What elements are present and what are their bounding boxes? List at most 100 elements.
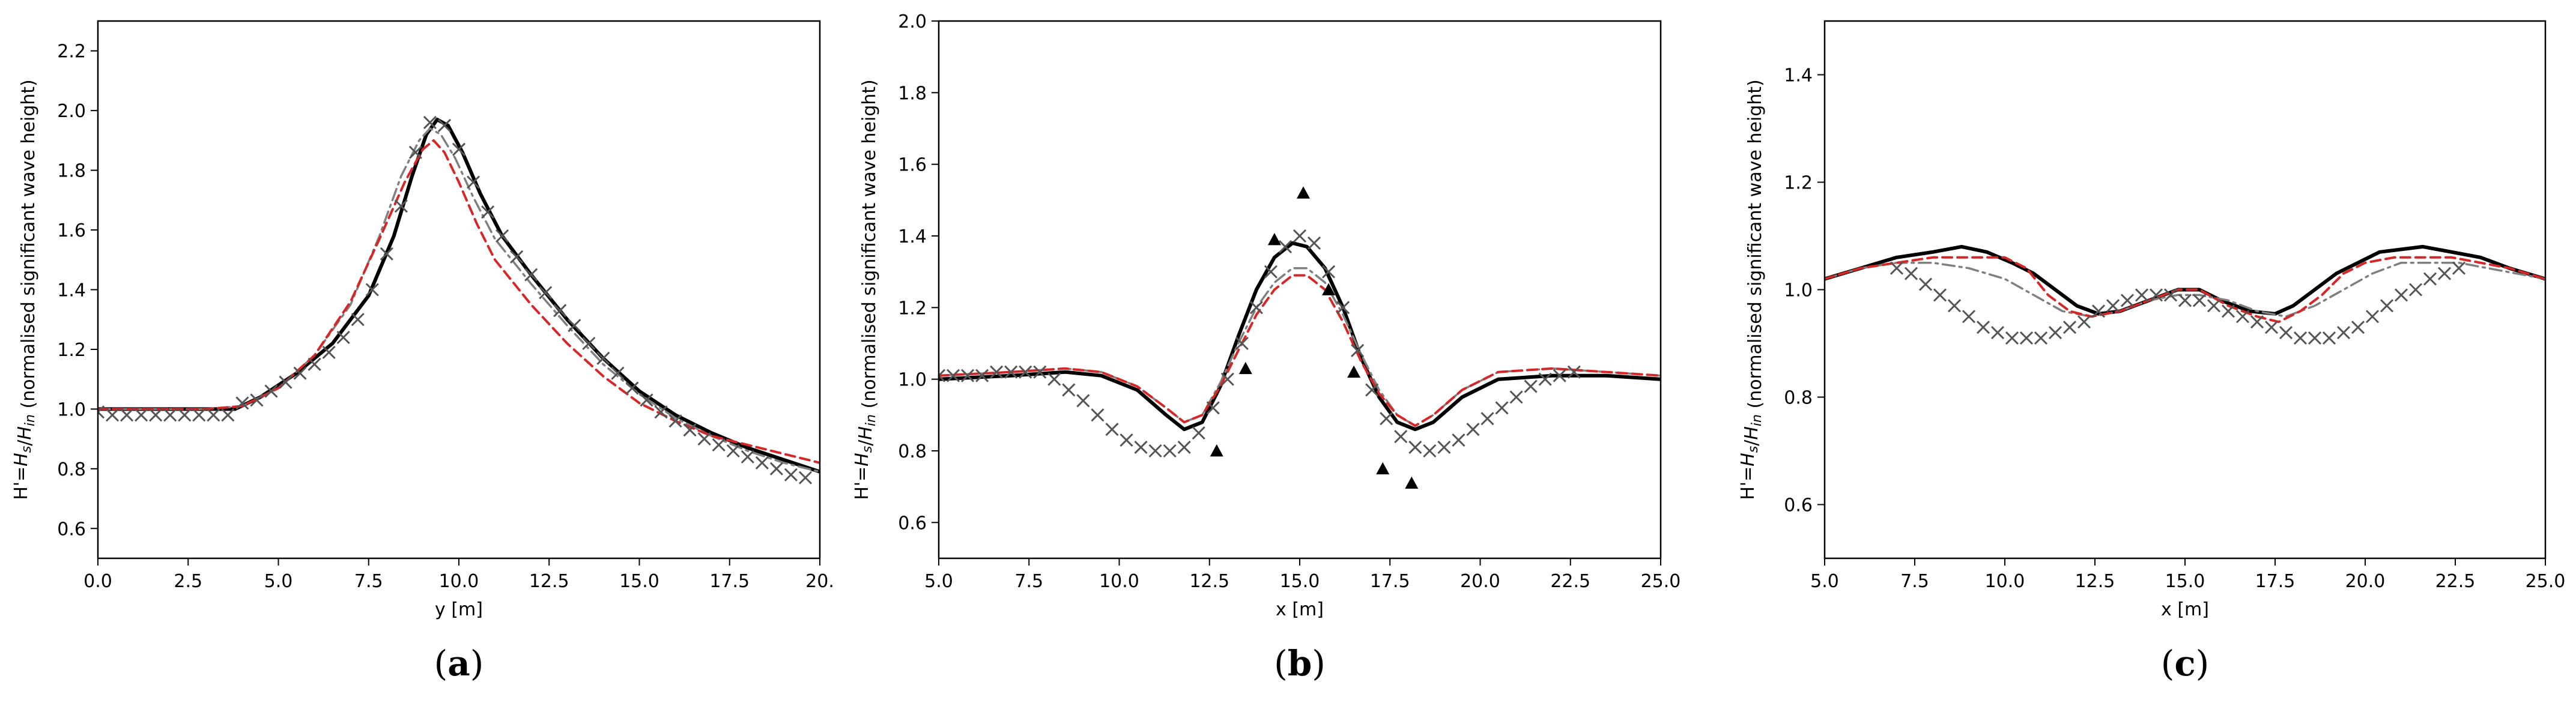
- y-tick-label: 0.6: [57, 519, 86, 540]
- data-point-cross: [524, 268, 538, 282]
- data-point-cross: [2178, 294, 2192, 307]
- data-point-triangle: [1297, 186, 1311, 199]
- data-point-cross: [625, 381, 639, 395]
- data-point-cross: [2279, 326, 2293, 340]
- data-point-cross: [2452, 261, 2466, 275]
- x-tick-label: 10.0: [1985, 571, 2025, 592]
- data-point-cross: [423, 115, 437, 130]
- data-point-cross: [755, 456, 769, 469]
- data-point-cross: [975, 369, 989, 382]
- y-tick-label: 1.0: [57, 399, 86, 420]
- data-point-cross: [2019, 331, 2034, 345]
- data-point-cross: [2250, 315, 2264, 329]
- x-tick-label: 22.5: [2435, 571, 2476, 592]
- data-point-cross: [1206, 401, 1220, 415]
- data-point-cross: [1264, 265, 1277, 279]
- y-tick-label: 1.0: [898, 370, 927, 391]
- data-point-cross: [178, 408, 192, 422]
- data-point-cross: [2163, 288, 2178, 302]
- y-axis-label: H'=Hs/Hin (normalised significant wave h…: [1738, 79, 1766, 500]
- x-axis-label: x [m]: [1276, 599, 1324, 620]
- data-point-cross: [683, 423, 697, 437]
- data-point-cross: [769, 462, 783, 475]
- data-point-cross: [481, 205, 495, 219]
- data-point-cross: [2423, 272, 2437, 286]
- y-axis-label: H'=Hs/Hin (normalised significant wave h…: [11, 79, 39, 500]
- y-tick-label: 0.8: [57, 459, 86, 480]
- data-point-cross: [2322, 331, 2336, 345]
- series-line-dashed: [939, 274, 1661, 427]
- x-tick-label: 12.5: [2075, 571, 2115, 592]
- x-tick-label: 17.5: [709, 571, 750, 592]
- x-tick-label: 25.0: [2526, 571, 2566, 592]
- data-point-cross: [2005, 331, 2019, 345]
- chart-panel-a: 0.0 2.5 5.0 7.5 10.0 12.5 15.0 17.5 20. 0.6 0.8 1.0…: [11, 20, 834, 684]
- data-point-cross: [1380, 412, 1393, 426]
- y-tick-label: 1.4: [57, 280, 86, 301]
- x-tick-label: 15.0: [1280, 571, 1320, 592]
- y-tick-label: 1.2: [57, 340, 86, 361]
- x-tick-label: 15.0: [2165, 571, 2205, 592]
- data-point-cross: [1962, 310, 1976, 324]
- data-point-cross: [640, 393, 653, 407]
- data-point-cross: [293, 366, 307, 380]
- data-point-cross: [1004, 365, 1018, 379]
- data-point-cross: [726, 444, 740, 458]
- data-point-cross: [1105, 423, 1119, 436]
- data-point-cross: [1019, 365, 1032, 379]
- y-tick-label: 0.8: [1784, 388, 1813, 409]
- data-point-cross: [1509, 390, 1523, 404]
- data-point-cross: [1192, 426, 1205, 440]
- data-point-cross: [1278, 240, 1293, 253]
- y-axis-label: H'=Hs/Hin (normalised significant wave h…: [852, 79, 880, 500]
- x-tick-label: 2.5: [174, 571, 202, 592]
- series-group: [1825, 244, 2545, 345]
- data-point-cross: [2091, 304, 2106, 318]
- y-tick-label: 1.8: [898, 83, 927, 104]
- x-tick-label: 20.0: [1460, 571, 1500, 592]
- data-point-cross: [1538, 372, 1552, 386]
- data-point-cross: [207, 408, 220, 422]
- y-tick-label: 1.6: [57, 220, 86, 241]
- y-tick-label: 1.2: [898, 298, 927, 319]
- data-point-cross: [2221, 304, 2235, 318]
- data-point-cross: [1452, 433, 1465, 447]
- data-point-cross: [120, 408, 134, 422]
- x-tick-label: 7.5: [1014, 571, 1043, 592]
- data-point-cross: [1076, 394, 1090, 408]
- data-point-cross: [654, 405, 668, 419]
- data-point-cross: [668, 414, 682, 428]
- data-point-cross: [1033, 365, 1047, 379]
- data-point-cross: [336, 330, 350, 345]
- data-point-cross: [1047, 372, 1061, 386]
- data-point-cross: [568, 319, 581, 333]
- data-point-cross: [2293, 331, 2308, 345]
- x-axis-label: x [m]: [2161, 599, 2209, 620]
- series-line-dashdot: [1825, 261, 2545, 318]
- data-point-cross: [235, 396, 249, 410]
- data-point-cross: [2106, 299, 2120, 313]
- x-tick-label: 0.0: [83, 571, 112, 592]
- data-point-cross: [394, 199, 408, 213]
- x-tick-label: 5.0: [1810, 571, 1839, 592]
- data-point-cross: [1120, 433, 1133, 447]
- chart-panel-b: 5.0 7.5 10.0 12.5 15.0 17.5 20.0 22.5 25.0 0.6 0.8…: [852, 11, 1680, 684]
- data-point-cross: [1235, 336, 1249, 351]
- x-tick-label: 15.0: [619, 571, 659, 592]
- data-point-cross: [1134, 440, 1148, 454]
- data-point-cross: [250, 393, 264, 407]
- x-tick-label: 7.5: [1900, 571, 1929, 592]
- data-point-cross: [990, 365, 1004, 379]
- y-tick-label: 1.2: [1784, 173, 1813, 194]
- data-point-cross: [1249, 301, 1263, 315]
- x-tick-label: 5.0: [924, 571, 953, 592]
- data-point-cross: [582, 336, 596, 351]
- data-point-cross: [149, 408, 163, 422]
- data-point-cross: [784, 468, 798, 481]
- data-point-cross: [365, 283, 379, 297]
- data-point-cross: [163, 408, 177, 422]
- data-point-cross: [1408, 440, 1422, 454]
- data-point-cross: [1336, 301, 1350, 315]
- data-point-cross: [105, 408, 120, 422]
